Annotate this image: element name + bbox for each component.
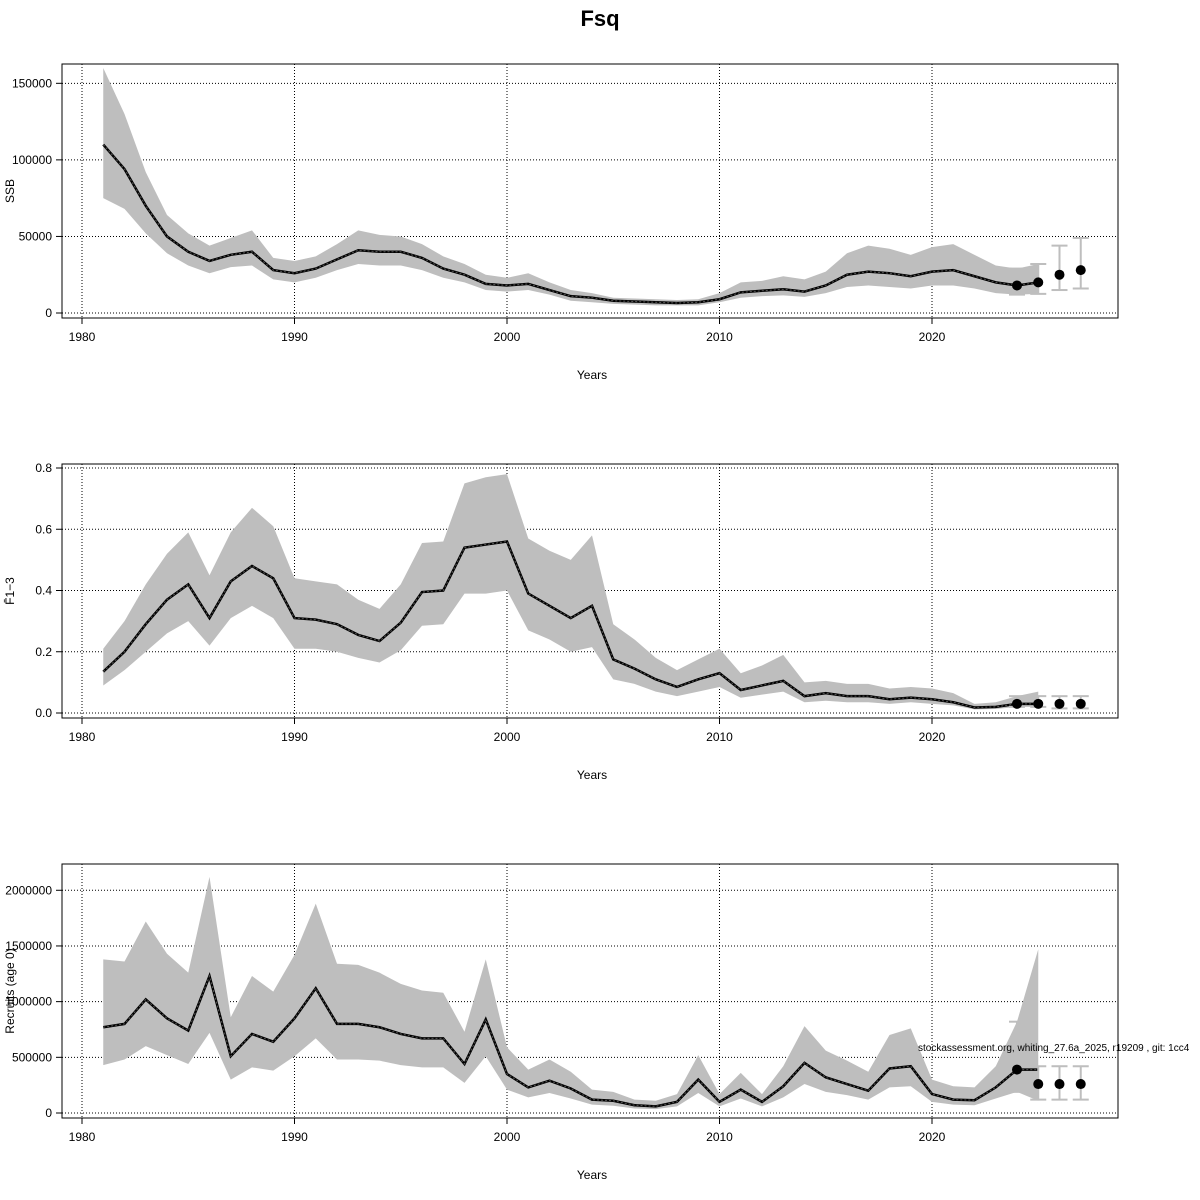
forecast-point	[1012, 280, 1022, 291]
forecast-point	[1075, 265, 1086, 276]
x-axis-label: Years	[577, 368, 607, 382]
y-tick-label: 0.8	[35, 461, 52, 475]
panel-3: 1980 1990 2000 2010 2020 0 500000 1000000 150000…	[3, 863, 1119, 1182]
x-tick-label: 2010	[706, 330, 733, 344]
y-tick-label: 0.4	[35, 584, 52, 598]
chart-title: Fsq	[580, 6, 619, 31]
x-tick-label: 1980	[69, 330, 96, 344]
y-tick-label: 500000	[12, 1050, 52, 1064]
y-tick-label: 100000	[12, 153, 52, 167]
forecast-point	[1033, 698, 1044, 709]
y-axis-label: Recruits (age 0)	[3, 948, 17, 1033]
estimate-line-dash	[102, 540, 1039, 708]
forecast-point	[1033, 277, 1044, 288]
x-tick-label: 1980	[69, 730, 96, 744]
y-tick-label: 150000	[12, 76, 52, 90]
x-axis-label: Years	[577, 1168, 607, 1182]
forecast-point	[1054, 269, 1065, 280]
forecast-point	[1075, 1079, 1086, 1090]
forecast-point	[1075, 698, 1086, 709]
confidence-band	[103, 876, 1039, 1110]
panel-2: 1980 1990 2000 2010 2020 0.0 0.2 0.4 0.6 0.8 Years…	[3, 461, 1119, 782]
forecast-point	[1033, 1079, 1044, 1090]
x-tick-label: 1980	[69, 1130, 96, 1144]
x-tick-label: 2020	[919, 730, 946, 744]
x-tick-label: 1990	[281, 330, 308, 344]
x-tick-label: 1990	[281, 730, 308, 744]
y-tick-label: 1000000	[5, 995, 52, 1009]
y-tick-label: 0.0	[35, 706, 52, 720]
x-tick-label: 2010	[706, 730, 733, 744]
confidence-band	[103, 474, 1039, 710]
x-tick-label: 1990	[281, 1130, 308, 1144]
estimate-line-dash	[103, 974, 1039, 1107]
y-axis-label: F̄1−3	[3, 577, 17, 605]
forecast-point	[1012, 698, 1022, 709]
x-tick-label: 2020	[919, 330, 946, 344]
y-tick-label: 50000	[19, 229, 53, 243]
y-tick-label: 0.2	[35, 645, 52, 659]
y-tick-label: 0	[45, 306, 52, 320]
x-tick-label: 2020	[919, 1130, 946, 1144]
x-axis-label: Years	[577, 768, 607, 782]
confidence-band	[103, 68, 1039, 306]
x-tick-label: 2000	[494, 1130, 521, 1144]
x-tick-label: 2000	[494, 730, 521, 744]
plot-frame	[61, 863, 1119, 1119]
y-tick-label: 0	[45, 1106, 52, 1120]
x-tick-label: 2000	[494, 330, 521, 344]
y-axis-label: SSB	[3, 179, 17, 203]
forecast-point	[1012, 1064, 1022, 1075]
y-tick-label: 1500000	[5, 939, 52, 953]
plot-frame	[61, 63, 1119, 319]
forecast-point	[1054, 698, 1065, 709]
x-tick-label: 2010	[706, 1130, 733, 1144]
y-tick-label: 0.6	[35, 522, 52, 536]
y-tick-label: 2000000	[5, 883, 52, 897]
panel-1: 1980 1990 2000 2010 2020 0 50000 100000 150000 Ye…	[3, 63, 1119, 382]
watermark-text: stockassessment.org, whiting_27.6a_2025,…	[918, 1043, 1190, 1054]
forecast-point	[1054, 1079, 1065, 1090]
estimate-line-dash	[102, 144, 1039, 304]
